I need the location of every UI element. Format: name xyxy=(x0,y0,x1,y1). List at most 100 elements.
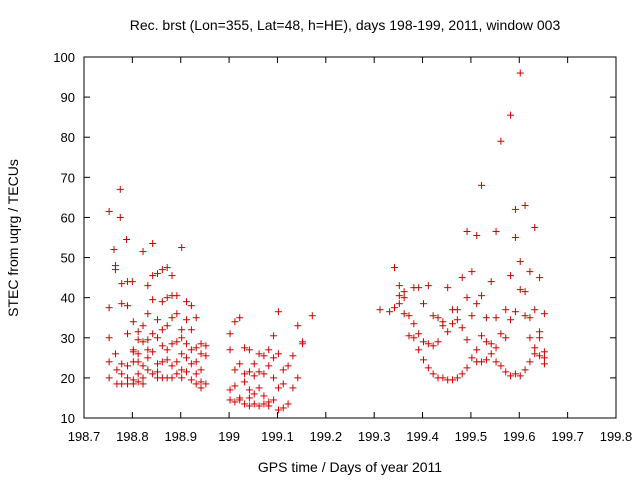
data-point xyxy=(231,366,239,374)
data-point xyxy=(187,376,195,384)
data-point xyxy=(255,384,263,392)
data-point xyxy=(105,207,113,215)
data-point xyxy=(424,340,432,348)
data-point xyxy=(231,382,239,390)
x-tick-label: 199 xyxy=(218,429,240,444)
data-point xyxy=(289,384,297,392)
data-point xyxy=(129,348,137,356)
data-point xyxy=(187,302,195,310)
data-point xyxy=(192,370,200,378)
data-point xyxy=(144,310,152,318)
data-point xyxy=(111,350,119,358)
data-point xyxy=(405,312,413,320)
data-point xyxy=(434,338,442,346)
y-tick-label: 60 xyxy=(61,210,75,225)
data-point xyxy=(270,396,278,404)
data-point xyxy=(105,304,113,312)
y-tick-label: 10 xyxy=(61,411,75,426)
data-point xyxy=(274,384,282,392)
data-point xyxy=(139,248,147,256)
data-point xyxy=(279,404,287,412)
data-point xyxy=(526,358,534,366)
data-point xyxy=(424,282,432,290)
data-point xyxy=(231,398,239,406)
y-axis-label: STEC from uqrg / TECUs xyxy=(5,159,21,317)
x-tick-label: 199.8 xyxy=(600,429,633,444)
data-point xyxy=(202,352,210,360)
data-point xyxy=(134,370,142,378)
data-point xyxy=(245,346,253,354)
y-tick-label: 50 xyxy=(61,251,75,266)
data-point xyxy=(183,298,191,306)
data-point xyxy=(250,390,258,398)
data-point xyxy=(197,384,205,392)
data-point xyxy=(497,330,505,338)
data-point xyxy=(197,350,205,358)
data-point xyxy=(265,402,273,410)
data-point xyxy=(478,181,486,189)
data-point xyxy=(395,282,403,290)
data-point xyxy=(187,360,195,368)
data-point xyxy=(473,231,481,239)
chart-title: Rec. brst (Lon=355, Lat=48, h=HE), days … xyxy=(130,17,561,33)
data-point xyxy=(526,314,534,322)
x-tick-label: 199.3 xyxy=(358,429,391,444)
data-point xyxy=(487,278,495,286)
data-point xyxy=(260,392,268,400)
data-point xyxy=(149,348,157,356)
data-point xyxy=(192,358,200,366)
data-point xyxy=(531,350,539,358)
data-point xyxy=(192,380,200,388)
data-point xyxy=(449,376,457,384)
data-point xyxy=(116,213,124,221)
data-point xyxy=(144,366,152,374)
data-point xyxy=(458,274,466,282)
data-point xyxy=(245,368,253,376)
data-point xyxy=(274,406,282,414)
data-point xyxy=(250,372,258,380)
data-point xyxy=(444,284,452,292)
data-point xyxy=(289,352,297,360)
data-point xyxy=(308,312,316,320)
data-point xyxy=(173,370,181,378)
data-point xyxy=(439,322,447,330)
data-point xyxy=(134,358,142,366)
data-point xyxy=(124,330,132,338)
data-point xyxy=(420,300,428,308)
data-point xyxy=(168,314,176,322)
data-point xyxy=(405,332,413,340)
data-point xyxy=(250,360,258,368)
y-tick-label: 30 xyxy=(61,331,75,346)
data-point xyxy=(241,400,249,408)
data-point xyxy=(154,368,162,376)
data-point xyxy=(154,270,162,278)
data-point xyxy=(118,280,126,288)
data-point xyxy=(492,314,500,322)
data-point xyxy=(453,306,461,314)
data-point xyxy=(124,362,132,370)
data-point xyxy=(410,334,418,342)
data-point xyxy=(134,378,142,386)
data-point xyxy=(260,370,268,378)
data-point xyxy=(168,272,176,280)
data-point xyxy=(400,294,408,302)
y-tick-label: 20 xyxy=(61,371,75,386)
data-point xyxy=(478,358,486,366)
data-point xyxy=(511,308,519,316)
data-point xyxy=(129,380,137,388)
data-point xyxy=(187,346,195,354)
data-point xyxy=(116,185,124,193)
data-point xyxy=(492,344,500,352)
data-point xyxy=(540,348,548,356)
data-point xyxy=(487,350,495,358)
data-point xyxy=(463,364,471,372)
data-point xyxy=(149,240,157,248)
data-point xyxy=(299,340,307,348)
data-point xyxy=(279,380,287,388)
data-point xyxy=(163,264,171,272)
data-point xyxy=(187,326,195,334)
data-point xyxy=(163,346,171,354)
data-point xyxy=(110,246,118,254)
data-point xyxy=(260,352,268,360)
